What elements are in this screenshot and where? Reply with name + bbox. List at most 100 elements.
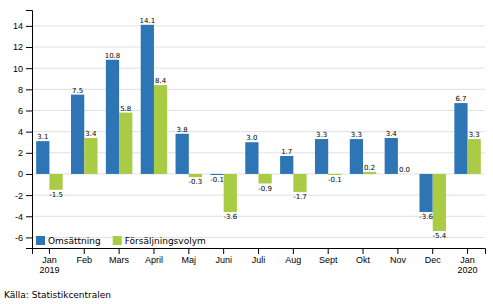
x-tick: April: [145, 248, 163, 265]
bar: [315, 139, 328, 174]
x-tick-label-line: Juli: [252, 255, 266, 265]
legend-label: Försäljningsvolym: [125, 236, 206, 246]
grid-line: [32, 195, 485, 196]
bar: [245, 142, 258, 174]
data-label: -5.4: [433, 232, 447, 240]
y-tick: 8: [18, 85, 32, 95]
y-tick: 14: [13, 21, 32, 31]
x-tick: Okt: [356, 248, 371, 265]
x-tick-label: Okt: [356, 255, 371, 265]
bar: [385, 138, 398, 174]
x-tick-mark: [84, 248, 85, 254]
x-tick-label-line: 2019: [39, 265, 59, 275]
x-tick-mark: [49, 248, 50, 254]
data-label: 3.3: [316, 131, 327, 139]
bar: [154, 85, 167, 174]
x-tick-mark: [328, 248, 329, 254]
bar: [259, 174, 272, 184]
data-label: -0.1: [328, 176, 342, 184]
x-tick-mark: [119, 248, 120, 254]
data-label: 3.0: [246, 134, 257, 142]
x-tick-label-line: Juni: [215, 255, 232, 265]
x-tick: Aug: [285, 248, 301, 265]
x-tick-mark: [258, 248, 259, 254]
data-label: 3.4: [85, 130, 97, 138]
x-tick-label-line: April: [145, 255, 163, 265]
bar: [119, 113, 132, 174]
x-tick: Jan2020: [458, 248, 478, 275]
x-tick-label: Maj: [182, 255, 197, 265]
grid-line: [32, 131, 485, 132]
x-tick-label-line: Jan: [42, 255, 57, 265]
x-tick-label: Sept: [319, 255, 338, 265]
y-tick: -4: [15, 212, 32, 222]
data-label: 8.4: [155, 77, 167, 85]
y-tick-label: 10: [13, 64, 23, 74]
x-tick-label-line: Jan: [460, 255, 475, 265]
bar: [49, 174, 62, 190]
bar: [176, 134, 189, 174]
bar: [419, 174, 432, 212]
y-tick-label: 14: [13, 21, 23, 31]
y-tick-mark: [26, 26, 32, 27]
bar: [141, 25, 154, 174]
x-tick-label-line: Aug: [285, 255, 301, 265]
y-tick-label: 8: [18, 85, 23, 95]
bar-series: [36, 25, 467, 212]
bar: [363, 172, 376, 174]
legend-label: Omsättning: [48, 236, 101, 246]
data-label: 7.5: [72, 87, 83, 95]
x-tick: Maj: [182, 248, 197, 265]
x-tick-mark: [432, 248, 433, 254]
y-tick-mark: [26, 47, 32, 48]
x-tick-label: Mars: [109, 255, 129, 265]
bar: [84, 138, 97, 174]
data-label: -0.1: [210, 176, 224, 184]
data-label: -0.9: [258, 185, 272, 193]
x-tick-mark: [363, 248, 364, 254]
bar: [71, 95, 84, 174]
grid-line: [32, 89, 485, 90]
y-tick-label: -6: [15, 233, 23, 243]
source-note: Källa: Statistikcentralen: [4, 290, 111, 300]
bar-series: [49, 85, 480, 231]
grid-line: [32, 25, 485, 26]
x-tick: Juni: [215, 248, 232, 265]
bar: [224, 174, 237, 212]
bar: [433, 174, 446, 231]
y-tick-label: 6: [18, 106, 23, 116]
data-label: -1.7: [293, 193, 307, 201]
grid-line: [32, 68, 485, 69]
x-tick-label: Feb: [77, 255, 93, 265]
x-tick-mark: [397, 248, 398, 254]
data-label: 3.8: [177, 126, 188, 134]
y-tick-mark: [26, 195, 32, 196]
annotations: Källa: Statistikcentralen: [4, 290, 111, 300]
y-tick-mark: [26, 216, 32, 217]
data-label: 3.1: [37, 133, 48, 141]
x-tick-label: Nov: [390, 255, 407, 265]
data-label: 14.1: [140, 17, 156, 25]
x-tick-label: Juni: [215, 255, 232, 265]
y-tick-label: 2: [18, 148, 23, 158]
x-tick-label: Jan2019: [39, 255, 59, 275]
x-tick-label: Jan2020: [458, 255, 478, 275]
y-axis-line: [26, 11, 33, 249]
x-tick-label: April: [145, 255, 163, 265]
data-label: 0.0: [399, 166, 410, 174]
y-tick-mark: [26, 68, 32, 69]
x-tick-label: Aug: [285, 255, 301, 265]
legend-swatch: [113, 236, 122, 245]
x-tick: Dec: [425, 248, 442, 265]
y-tick-mark: [26, 110, 32, 111]
grid-line: [32, 47, 485, 48]
data-label: 3.3: [469, 131, 480, 139]
x-tick-label-line: Sept: [319, 255, 338, 265]
y-tick: 10: [13, 64, 32, 74]
legend-swatch: [36, 236, 45, 245]
x-tick: Nov: [390, 248, 407, 265]
grid-line: [32, 216, 485, 217]
bars: [36, 25, 481, 231]
plot: -6-4-202468101214Jan2019FebMarsAprilMajJ…: [13, 11, 486, 276]
x-tick-label: Juli: [252, 255, 266, 265]
